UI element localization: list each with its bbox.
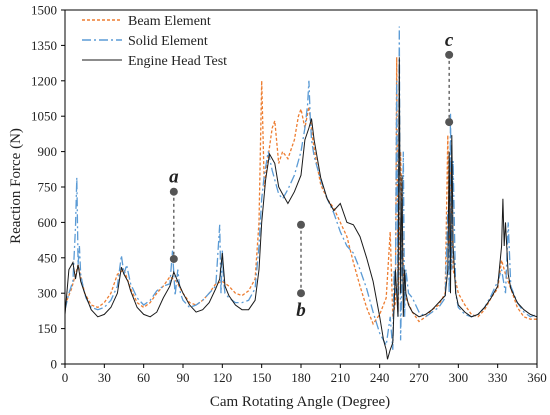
y-tick-label: 1050 xyxy=(31,109,57,124)
y-tick-label: 450 xyxy=(38,250,58,265)
y-tick-label: 900 xyxy=(38,144,58,159)
x-tick-label: 180 xyxy=(291,370,311,385)
x-tick-label: 360 xyxy=(527,370,547,385)
x-tick-label: 330 xyxy=(488,370,508,385)
x-tick-label: 210 xyxy=(331,370,351,385)
x-tick-label: 120 xyxy=(213,370,233,385)
annotation-marker-top xyxy=(445,50,454,59)
annotation-marker-bottom xyxy=(445,118,454,127)
annotation-label-c: c xyxy=(445,30,454,51)
y-tick-label: 1500 xyxy=(31,3,57,18)
annotation-label-b: b xyxy=(296,300,306,321)
y-tick-label: 300 xyxy=(38,286,58,301)
legend-label-1: Solid Element xyxy=(128,34,208,49)
y-tick-label: 0 xyxy=(51,357,58,372)
x-tick-label: 270 xyxy=(409,370,429,385)
y-tick-label: 1350 xyxy=(31,38,57,53)
annotation-label-a: a xyxy=(169,167,179,188)
annotation-marker-top xyxy=(169,187,178,196)
y-tick-label: 750 xyxy=(38,180,58,195)
series-line-2 xyxy=(64,57,538,360)
annotation-layer: a b c xyxy=(169,30,454,321)
legend: Beam Element Solid Element Engine Head Tes… xyxy=(82,14,227,69)
y-axis-title: Reaction Force (N) xyxy=(8,128,24,244)
annotation-marker-bottom xyxy=(297,289,305,298)
x-tick-label: 90 xyxy=(177,370,190,385)
x-axis-title: Cam Rotating Angle (Degree) xyxy=(210,394,390,410)
series-layer xyxy=(64,26,538,360)
legend-label-0: Beam Element xyxy=(128,14,211,29)
x-tick-label: 30 xyxy=(98,370,111,385)
x-tick-label: 0 xyxy=(62,370,69,385)
x-tick-label: 150 xyxy=(252,370,272,385)
x-tick-label: 60 xyxy=(137,370,150,385)
x-tick-label: 240 xyxy=(370,370,390,385)
x-tick-label: 300 xyxy=(449,370,469,385)
y-tick-label: 600 xyxy=(38,215,58,230)
axes-layer: 0 30 60 90 120 150 180 210 240 270 300 330 360 0 150 30… xyxy=(31,3,547,386)
legend-label-2: Engine Head Test xyxy=(128,54,227,69)
annotation-marker-top xyxy=(297,220,305,229)
y-tick-label: 1200 xyxy=(31,73,57,88)
y-tick-label: 150 xyxy=(38,321,58,336)
annotation-marker-bottom xyxy=(169,254,178,263)
